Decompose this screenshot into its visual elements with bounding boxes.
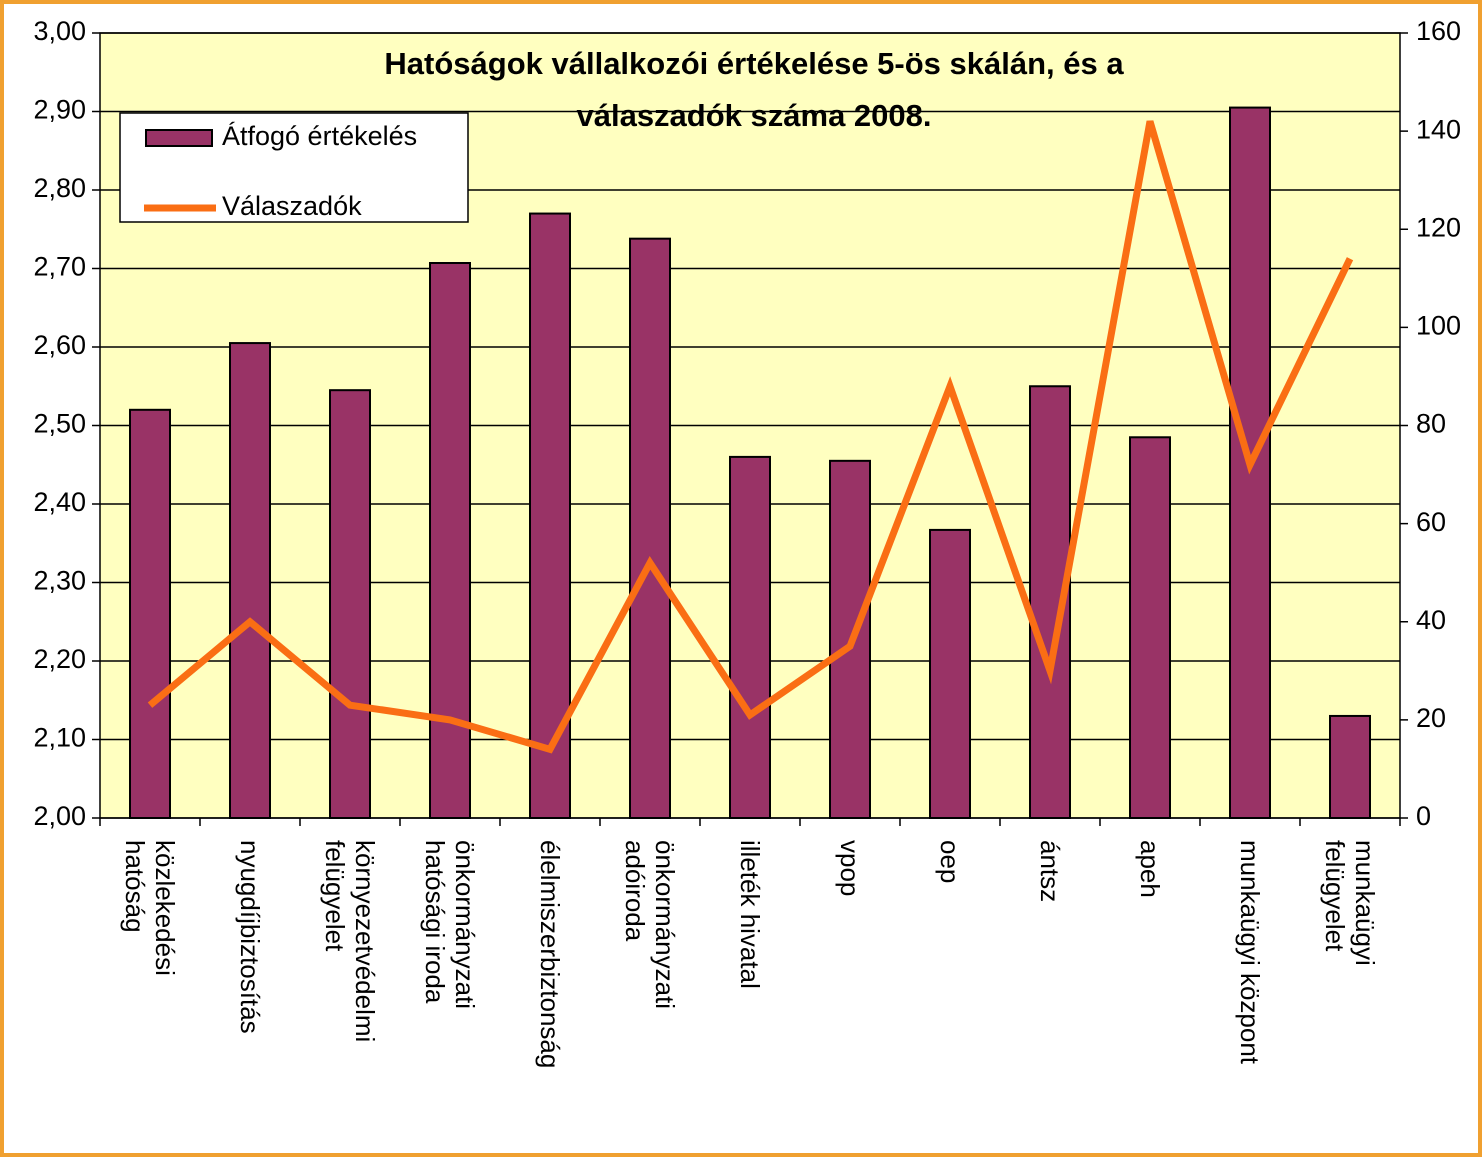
y-tick-label: 2,10	[33, 723, 86, 753]
bar	[129, 408, 171, 819]
line	[147, 120, 1354, 754]
y-tick-label: 2,40	[33, 487, 86, 517]
x-tick-label: közlekedési hatóság	[120, 840, 180, 976]
y2-tick-label: 160	[1416, 16, 1461, 46]
chart-title: Hatóságok vállalkozói értékelése 5-ös sk…	[384, 46, 1124, 133]
y-tick-label: 3,00	[33, 16, 86, 46]
x-tick-label: vpop	[835, 840, 865, 897]
bar	[1129, 436, 1171, 819]
y2-tick-label: 100	[1416, 311, 1461, 341]
legend-swatch	[145, 129, 213, 147]
y2-tick-label: 120	[1416, 212, 1461, 242]
y-tick-label: 2,00	[33, 801, 86, 831]
x-tick-label: illeték hivatal	[735, 840, 765, 989]
bar	[629, 237, 671, 820]
x-tick-label: ántsz	[1035, 840, 1065, 903]
x-tick-label: környezetvédelmi felügyelet	[320, 840, 380, 1043]
y2-tick-label: 140	[1416, 114, 1461, 144]
y2-tick-label: 80	[1416, 409, 1446, 439]
y2-tick-label: 60	[1416, 507, 1446, 537]
x-tick-label: nyugdíjbiztosítás	[235, 840, 265, 1034]
legend-label: Átfogó értékelés	[222, 121, 417, 151]
bar	[329, 389, 371, 819]
x-tick-label: élelmiszerbiztonság	[535, 840, 565, 1069]
x-tick-label: önkormányzati hatósági iroda	[420, 840, 480, 1010]
y-tick-label: 2,70	[33, 252, 86, 282]
y-tick-label: 2,80	[33, 173, 86, 203]
y2-tick-label: 40	[1416, 605, 1446, 635]
y2-tick-label: 0	[1416, 801, 1431, 831]
y-tick-label: 2,20	[33, 644, 86, 674]
bar	[429, 262, 471, 819]
legend-label: Válaszadók	[222, 191, 362, 221]
y-tick-label: 2,30	[33, 566, 86, 596]
x-tick-label: munkaügyi felügyelet	[1320, 840, 1380, 966]
x-tick-label: önkormányzati adóiroda	[620, 840, 680, 1010]
bar	[229, 342, 271, 819]
x-tick-label: apeh	[1135, 840, 1165, 898]
bar	[929, 528, 971, 820]
chart-svg: 2,00 2,10 2,20 2,30 2,40 2,50 2,60 2,70 2,80 2,90…	[33, 16, 1461, 831]
y2-tick-label: 20	[1416, 703, 1446, 733]
bar	[729, 455, 771, 819]
plot-border	[99, 32, 1401, 819]
y-tick-label: 2,50	[33, 409, 86, 439]
x-tick-label: oep	[935, 840, 965, 884]
y-tick-label: 2,90	[33, 95, 86, 125]
bar	[1329, 714, 1371, 820]
y-tick-label: 2,60	[33, 330, 86, 360]
x-tick-label: munkaügyi központ	[1235, 840, 1265, 1065]
